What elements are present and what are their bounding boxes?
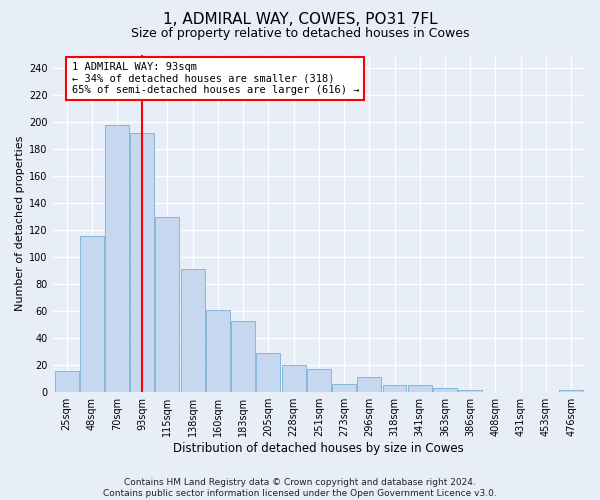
Bar xyxy=(433,388,457,392)
Bar xyxy=(206,310,230,392)
Bar xyxy=(55,370,79,392)
Bar xyxy=(231,320,255,392)
Bar xyxy=(80,236,104,392)
Bar xyxy=(307,370,331,392)
Bar xyxy=(383,386,406,392)
Bar xyxy=(130,133,154,392)
Y-axis label: Number of detached properties: Number of detached properties xyxy=(15,136,25,312)
Bar xyxy=(155,217,179,392)
Bar xyxy=(358,378,381,392)
Text: 1 ADMIRAL WAY: 93sqm
← 34% of detached houses are smaller (318)
65% of semi-deta: 1 ADMIRAL WAY: 93sqm ← 34% of detached h… xyxy=(71,62,359,95)
Text: Contains HM Land Registry data © Crown copyright and database right 2024.
Contai: Contains HM Land Registry data © Crown c… xyxy=(103,478,497,498)
X-axis label: Distribution of detached houses by size in Cowes: Distribution of detached houses by size … xyxy=(173,442,464,455)
Bar xyxy=(105,125,129,392)
Bar xyxy=(281,365,305,392)
Bar xyxy=(181,270,205,392)
Bar xyxy=(458,390,482,392)
Text: 1, ADMIRAL WAY, COWES, PO31 7FL: 1, ADMIRAL WAY, COWES, PO31 7FL xyxy=(163,12,437,28)
Text: Size of property relative to detached houses in Cowes: Size of property relative to detached ho… xyxy=(131,28,469,40)
Bar xyxy=(408,386,432,392)
Bar xyxy=(256,353,280,392)
Bar xyxy=(559,390,583,392)
Bar xyxy=(332,384,356,392)
